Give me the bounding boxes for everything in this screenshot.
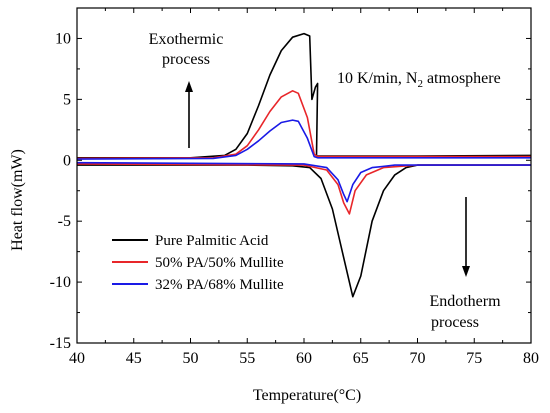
- x-tick-label: 55: [239, 350, 255, 367]
- endotherm-arrowhead: [462, 266, 470, 277]
- annotation-exothermic: Exothermic: [149, 31, 224, 48]
- y-axis-label: Heat flow(mW): [9, 149, 26, 251]
- legend-label-32pa: 32% PA/68% Mullite: [155, 277, 284, 293]
- series-layer: [76, 32, 532, 298]
- series-0-heating-curve: [77, 164, 531, 298]
- y-tick-label: -5: [58, 213, 71, 230]
- annotation-rate: 10 K/min, N2 atmosphere: [337, 70, 501, 90]
- y-tick-label: 5: [63, 91, 71, 108]
- annotation-endotherm-process: process: [431, 314, 479, 331]
- y-tick-label: -10: [50, 274, 71, 291]
- series-0-cooling-curve: [77, 32, 532, 159]
- series-2-cooling-curve: [76, 119, 531, 160]
- x-tick-label: 50: [183, 350, 199, 367]
- exothermic-arrowhead: [185, 81, 193, 92]
- rate-suffix: atmosphere: [423, 70, 501, 87]
- x-tick-label: 60: [296, 350, 312, 367]
- x-tick-label: 40: [69, 350, 85, 367]
- annotation-endotherm: Endotherm: [429, 293, 501, 310]
- x-tick-label: 80: [523, 350, 539, 367]
- x-axis-label: Temperature(°C): [253, 387, 361, 404]
- x-tick-label: 45: [126, 350, 142, 367]
- rate-prefix: 10 K/min, N: [337, 70, 418, 87]
- series-2-heating-curve: [76, 161, 531, 203]
- rate-subscript: 2: [417, 78, 423, 90]
- y-tick-label: 0: [63, 152, 71, 169]
- series-1-cooling-curve: [76, 90, 531, 160]
- x-tick-label: 70: [410, 350, 426, 367]
- series-1-heating-curve: [76, 163, 531, 215]
- annotation-exothermic-process: process: [162, 51, 210, 68]
- x-tick-label: 75: [466, 350, 482, 367]
- x-tick-label: 65: [353, 350, 369, 367]
- y-tick-label: -15: [50, 335, 71, 352]
- legend-label-pure-pa: Pure Palmitic Acid: [155, 233, 269, 249]
- legend: Pure Palmitic Acid 50% PA/50% Mullite 32…: [112, 233, 284, 293]
- legend-label-50pa: 50% PA/50% Mullite: [155, 255, 284, 271]
- y-tick-label: 10: [55, 30, 71, 47]
